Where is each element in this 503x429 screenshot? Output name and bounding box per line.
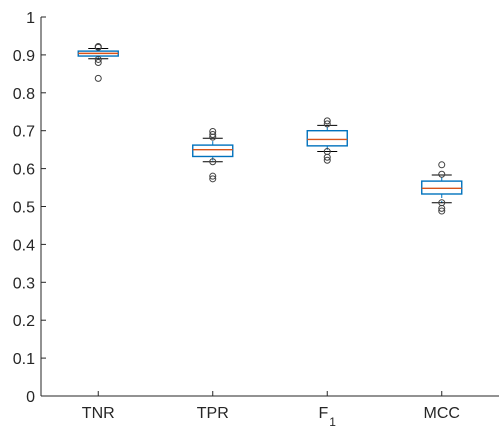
outlier-point [94,43,102,51]
outlier-point [94,58,102,66]
y-tick-label: 0.4 [13,237,35,254]
box-mcc [421,161,463,215]
box-plot-series [77,43,463,215]
outlier-point [209,175,217,183]
x-tick-label: MCC [424,405,460,422]
y-tick-label: 0 [26,389,35,406]
y-tick-label: 0.6 [13,162,35,179]
y-tick-label: 0.1 [13,351,35,368]
outlier-point [209,127,217,135]
outlier-point [209,130,217,138]
box-f1 [306,117,348,164]
outlier-point [438,207,446,215]
y-tick-label: 0.5 [13,200,35,217]
y-tick-label: 0.8 [13,86,35,103]
outlier-point [323,117,331,125]
outlier-point [94,55,102,63]
outlier-point [438,199,446,207]
x-tick-label: TPR [197,405,229,422]
y-tick-label: 0.9 [13,48,35,65]
interquartile-box [192,144,234,158]
interquartile-box [421,180,463,195]
outlier-point [438,161,446,169]
outlier-point [323,120,331,128]
x-tick-label: F1 [319,405,337,429]
outlier-point [438,170,446,178]
y-tick-label: 1 [26,10,35,27]
outlier-point [94,74,102,82]
y-tick-label: 0.2 [13,313,35,330]
outlier-point [323,156,331,164]
outlier-point [209,158,217,166]
box-tpr [192,127,234,183]
y-tick-label: 0.3 [13,275,35,292]
y-tick-label: 0.7 [13,124,35,141]
y-axis: 0 0.1 0.2 0.3 0.4 0.5 0.6 0.7 0.8 0.9 1 [13,10,46,406]
interquartile-box [306,129,348,147]
x-tick-label: TNR [82,405,115,422]
outlier-point [323,148,331,156]
x-tick-label-subscript: 1 [329,415,336,429]
x-axis: TNR TPR F1 MCC [41,391,499,429]
box-tnr [77,43,119,82]
outlier-point [209,172,217,180]
